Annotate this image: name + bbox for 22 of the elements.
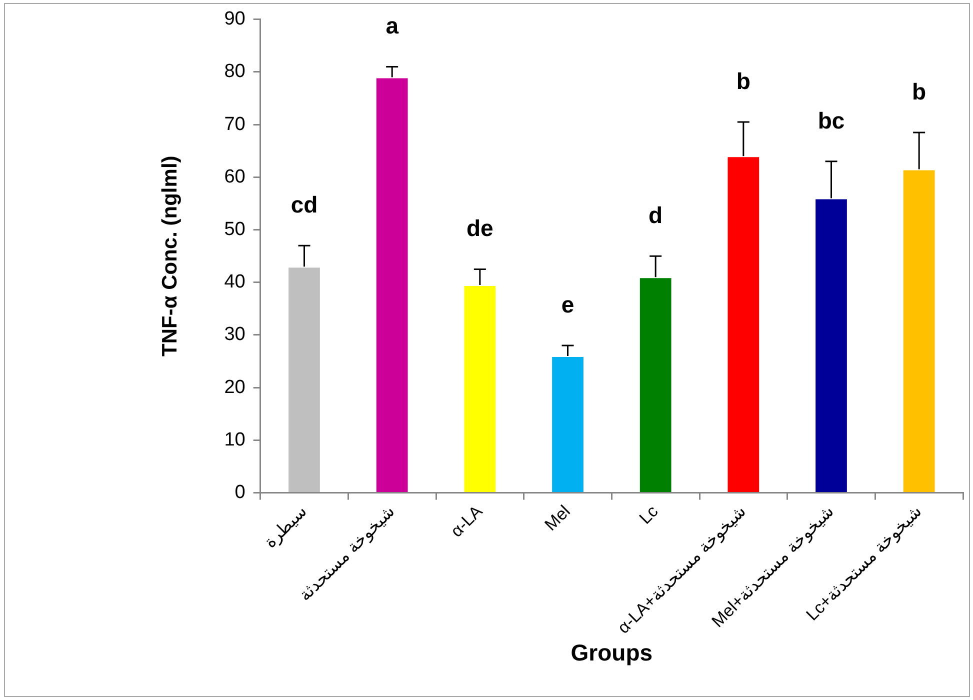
y-tick-label: 0 (234, 482, 246, 503)
data-label: bc (818, 107, 845, 134)
data-label: a (386, 12, 399, 39)
x-axis-title: Groups (570, 640, 653, 666)
y-tick-label: 30 (224, 324, 246, 346)
data-label: e (561, 291, 574, 318)
y-tick-label: 90 (224, 8, 246, 30)
data-label: b (912, 78, 926, 104)
y-tick-label: 50 (224, 219, 246, 240)
y-tick-label: 80 (224, 61, 246, 82)
y-axis-title: TNF-α Conc. (nglml) (158, 156, 182, 356)
data-label: d (648, 202, 663, 228)
x-tick-label: Mel (541, 502, 574, 534)
x-tick-label: سيطرة (260, 502, 312, 552)
y-tick-label: 10 (224, 429, 246, 450)
y-tick-label: 20 (224, 376, 246, 398)
data-label: cd (290, 191, 318, 218)
y-tick-label: 40 (224, 272, 246, 293)
y-tick-label: 60 (224, 166, 246, 188)
y-tick-label: 70 (224, 114, 246, 135)
data-label: b (736, 68, 750, 94)
data-label: de (466, 215, 494, 242)
